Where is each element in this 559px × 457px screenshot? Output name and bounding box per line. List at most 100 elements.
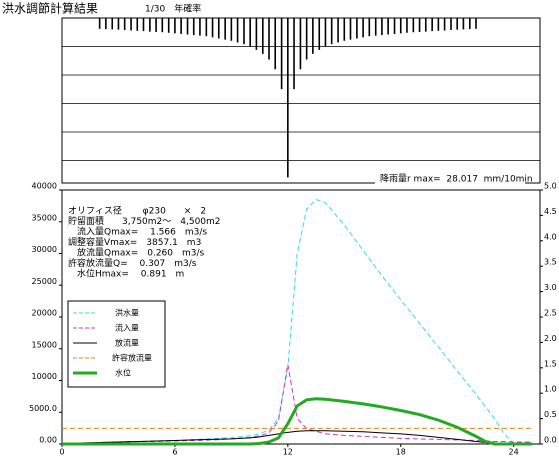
rain-bar: [117, 18, 120, 30]
y2-tick-label: 3.5: [544, 258, 557, 267]
y-tick-label: 10000: [32, 372, 57, 381]
annotation-bg: [375, 172, 525, 184]
rain-bar: [337, 18, 339, 43]
legend-label: 水位: [115, 368, 131, 378]
rain-bar: [268, 18, 270, 60]
annotation: 許容放流量Q= 0.307 m3/s: [68, 257, 197, 269]
rain-bar: [211, 18, 214, 38]
rain-bar: [130, 18, 132, 31]
rain-bar: [381, 18, 383, 36]
rain-bar: [443, 18, 446, 31]
rain-bar: [136, 18, 139, 31]
series-line: [61, 430, 533, 444]
rain-bar: [368, 18, 371, 37]
rain-bar: [280, 18, 283, 90]
rain-bar: [261, 18, 264, 54]
rain-bar: [167, 18, 170, 33]
rain-bar: [305, 18, 308, 60]
rain-bar: [274, 18, 277, 70]
annotation: 流入量Qmax= 1.566 m3/s: [68, 226, 207, 238]
series-line: [62, 397, 533, 446]
rain-bar: [431, 18, 433, 32]
rain-bar: [155, 18, 157, 32]
y-tick-label: 20000: [32, 309, 57, 318]
rain-bar: [243, 18, 245, 45]
y-tick-label: 40000: [32, 182, 57, 191]
rain-bar: [299, 18, 302, 70]
rain-annotation: 降雨量r max= 28.017 mm/10min: [380, 173, 533, 185]
rain-bar: [98, 18, 101, 29]
annotation: 貯留面積 3,750m2〜 4,500m2: [68, 215, 221, 227]
rain-bar: [424, 18, 427, 32]
rain-bar: [217, 18, 220, 39]
rain-bar: [255, 18, 258, 50]
y-tick-label: 15000: [32, 340, 57, 349]
legend-label: 洪水量: [115, 308, 139, 318]
rain-bar: [456, 18, 458, 30]
rain-bar: [437, 18, 440, 31]
annotation: 調整容量Vmax= 3857.1 m3: [68, 236, 201, 248]
y2-tick-label: 2.5: [544, 309, 557, 318]
rain-bar: [249, 18, 251, 47]
rain-bar: [293, 18, 295, 90]
rain-bar: [199, 18, 201, 36]
x-tick-label: 18: [396, 448, 406, 457]
rain-bar: [230, 18, 233, 41]
rain-bar: [318, 18, 321, 50]
rain-bar: [462, 18, 465, 30]
rain-bar: [224, 18, 226, 40]
rain-bar: [192, 18, 195, 36]
rain-bar: [330, 18, 333, 45]
rain-bar: [149, 18, 151, 32]
rain-bar: [111, 18, 114, 30]
y2-tick-label: 0.0: [544, 436, 557, 445]
y2-tick-label: 1.0: [544, 385, 557, 394]
rain-bar: [180, 18, 182, 34]
rain-bar: [324, 18, 327, 47]
rain-bar: [161, 18, 164, 33]
y2-tick-label: 4.5: [544, 207, 557, 216]
rain-bar: [349, 18, 352, 40]
rain-bar: [312, 18, 314, 54]
rain-bar: [475, 18, 477, 29]
y2-tick-label: 2.0: [544, 334, 557, 343]
rain-bar: [236, 18, 239, 43]
y2-tick-label: 4.0: [544, 232, 557, 241]
rain-bar: [362, 18, 364, 38]
chart-subtitle: 1/30 年確率: [145, 3, 201, 15]
y-tick-label: 0.00: [39, 436, 57, 445]
rain-bar: [123, 18, 126, 30]
rain-bar: [105, 18, 107, 30]
y2-tick-label: 1.5: [544, 359, 557, 368]
y2-tick-label: 5.0: [544, 182, 557, 191]
legend-label: 流入量: [115, 323, 139, 333]
x-tick-label: 6: [172, 448, 177, 457]
annotation: 水位Hmax= 0.891 m: [68, 268, 184, 280]
x-tick-label: 0: [59, 448, 64, 457]
rain-bar: [142, 18, 145, 32]
rain-bar: [418, 18, 421, 32]
legend-label: 放流量: [115, 338, 139, 348]
rain-bar: [174, 18, 176, 34]
rain-bar: [343, 18, 346, 41]
legend-label: 許容放流量: [112, 353, 152, 363]
rain-bar: [356, 18, 358, 39]
rain-bar: [406, 18, 408, 33]
y-tick-label: 30000: [32, 245, 57, 254]
rain-bar: [387, 18, 389, 35]
rain-bar: [393, 18, 396, 34]
rain-bar: [399, 18, 402, 34]
y-tick-label: 5000.0: [29, 404, 57, 413]
y-tick-label: 35000: [32, 213, 57, 222]
annotation: オリフィス径 φ230 × 2: [68, 205, 206, 217]
rain-bar: [374, 18, 377, 36]
y2-tick-label: 3.0: [544, 283, 557, 292]
rain-bar: [205, 18, 208, 37]
y2-tick-label: 0.5: [544, 410, 557, 419]
series-line: [62, 364, 533, 444]
y-tick-label: 25000: [32, 277, 57, 286]
x-tick-label: 12: [283, 448, 293, 457]
rain-bar: [186, 18, 189, 35]
x-tick-label: 24: [509, 448, 519, 457]
